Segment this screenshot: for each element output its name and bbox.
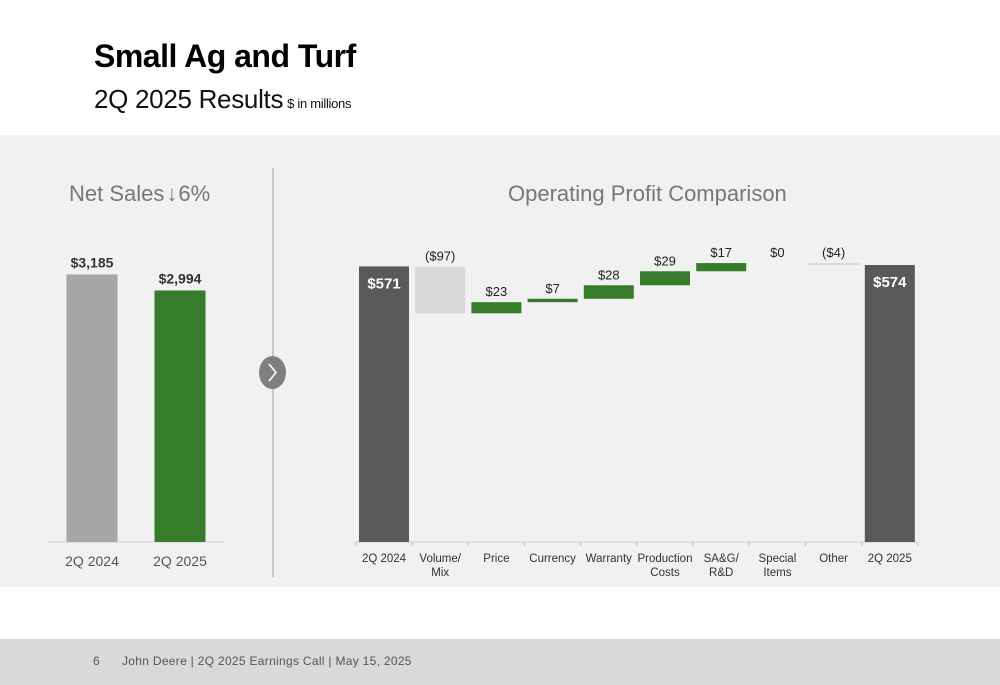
- tick-label: Volume/: [419, 553, 461, 565]
- tick-label: Other: [819, 553, 848, 565]
- bar-volume-mix: [415, 266, 466, 314]
- bar-2q-2024: [66, 274, 118, 542]
- data-label: $7: [545, 281, 559, 296]
- data-label: $17: [710, 245, 732, 260]
- bar-currency: [527, 298, 578, 303]
- bar-price: [471, 302, 522, 314]
- net-sales-title: Net Sales↓6%: [69, 181, 210, 207]
- tick-label: Warranty: [586, 553, 632, 565]
- unit-note: $ in millions: [287, 96, 352, 111]
- tick-label: Costs: [650, 567, 680, 579]
- tick-label: Items: [763, 567, 791, 579]
- arrow-down-icon: ↓: [166, 181, 178, 206]
- footer-text: John Deere | 2Q 2025 Earnings Call | May…: [122, 654, 412, 668]
- tick-label: 2Q 2025: [153, 553, 207, 569]
- data-label: $3,185: [71, 254, 114, 270]
- bar-sa-g-r-d: [696, 263, 747, 272]
- data-label: $571: [367, 275, 400, 292]
- data-label: $28: [598, 267, 620, 282]
- bar-2q-2025: [864, 265, 915, 542]
- data-label: $2,994: [159, 271, 202, 287]
- tick-label: 2Q 2025: [868, 553, 912, 565]
- page-title: Small Ag and Turf: [94, 38, 356, 74]
- bar-2q-2024: [359, 266, 409, 542]
- bar-other: [808, 263, 859, 266]
- tick-label: Currency: [529, 553, 576, 565]
- net-sales-title-text: Net Sales: [69, 181, 165, 206]
- data-label: $574: [873, 274, 907, 291]
- data-label: $0: [770, 245, 784, 260]
- operating-profit-title: Operating Profit Comparison: [508, 181, 787, 206]
- chevron-right-icon: [268, 363, 278, 382]
- tick-label: Special: [759, 553, 797, 565]
- page-subtitle: 2Q 2025 Results $ in millions: [94, 84, 351, 115]
- net-sales-change: 6%: [178, 181, 211, 206]
- tick-label: 2Q 2024: [362, 553, 407, 565]
- tick-label: Mix: [431, 567, 449, 579]
- tick-label: SA&G/: [704, 553, 740, 565]
- footer-bar: 6 John Deere | 2Q 2025 Earnings Call | M…: [0, 639, 1000, 685]
- data-label: ($4): [822, 245, 845, 260]
- page-number: 6: [93, 654, 100, 668]
- tick-label: R&D: [709, 567, 733, 579]
- tick-label: 2Q 2024: [65, 553, 119, 569]
- bar-warranty: [583, 285, 634, 299]
- tick-label: Price: [483, 553, 509, 565]
- subtitle-text: 2Q 2025 Results: [94, 84, 284, 114]
- data-label: $23: [486, 284, 508, 299]
- next-button[interactable]: [259, 356, 286, 389]
- bar-2q-2025: [154, 290, 206, 542]
- data-label: ($97): [425, 248, 455, 263]
- data-label: $29: [654, 253, 676, 268]
- tick-label: Production: [638, 553, 693, 565]
- bar-production-costs: [640, 271, 690, 286]
